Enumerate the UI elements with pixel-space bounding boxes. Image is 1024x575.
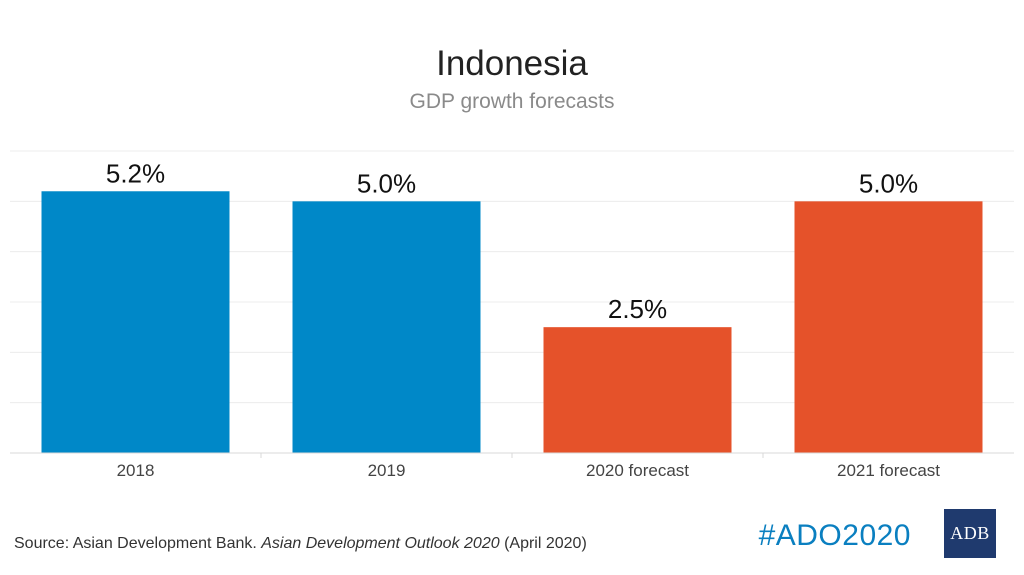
source-publication: Asian Development Outlook 2020	[261, 535, 500, 552]
hashtag: #ADO2020	[758, 519, 911, 552]
source-note: Source: Asian Development Bank. Asian De…	[14, 535, 587, 553]
chart-subtitle: GDP growth forecasts	[409, 90, 615, 113]
adb-logo: ADB	[944, 509, 996, 558]
x-tick-label: 2020 forecast	[586, 461, 689, 480]
adb-logo-text: ADB	[950, 523, 990, 543]
x-tick-label: 2021 forecast	[837, 461, 940, 480]
x-tick-label: 2019	[368, 461, 406, 480]
bar	[794, 201, 983, 453]
chart-title: Indonesia	[436, 44, 588, 83]
bar	[292, 201, 481, 453]
x-tick-label: 2018	[117, 461, 155, 480]
data-label: 5.0%	[357, 168, 416, 198]
source-suffix: (April 2020)	[499, 535, 587, 552]
source-prefix: Source: Asian Development Bank.	[14, 535, 262, 552]
data-label: 2.5%	[608, 294, 667, 324]
bar	[41, 191, 230, 453]
data-label: 5.0%	[859, 168, 918, 198]
data-label: 5.2%	[106, 158, 165, 188]
bar	[543, 327, 732, 453]
